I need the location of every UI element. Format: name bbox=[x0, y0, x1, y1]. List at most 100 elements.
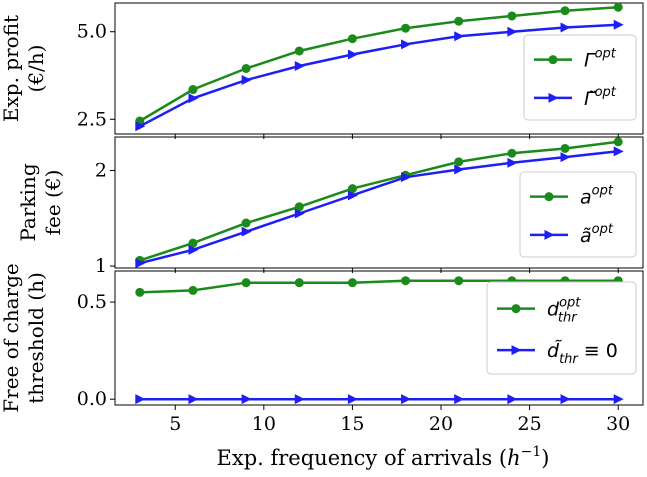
data-point-opt bbox=[135, 287, 145, 297]
data-point-approx bbox=[347, 394, 358, 405]
y-axis-label: fee (€) bbox=[41, 170, 65, 236]
data-point-approx bbox=[560, 394, 571, 405]
legend-label-approx: d̃thr ≡ 0 bbox=[547, 340, 618, 367]
data-point-approx bbox=[188, 93, 199, 104]
y-tick-label: 0.0 bbox=[77, 388, 107, 410]
data-point-opt bbox=[188, 285, 198, 295]
data-point-approx bbox=[401, 39, 412, 50]
legend-marker-opt bbox=[544, 192, 554, 202]
legend-label-sup: opt bbox=[595, 85, 617, 100]
legend-label-base: d̃ bbox=[547, 340, 563, 362]
data-point-opt bbox=[401, 23, 411, 33]
x-axis-label: Exp. frequency of arrivals (h−1) bbox=[217, 444, 550, 470]
data-point-approx bbox=[347, 49, 358, 60]
data-point-approx bbox=[241, 226, 252, 237]
y-axis-label: Free of charge bbox=[0, 263, 23, 412]
data-point-approx bbox=[135, 121, 146, 132]
legend-label-opt: Γopt bbox=[584, 47, 617, 72]
data-point-approx bbox=[401, 172, 412, 183]
panel-frame bbox=[114, 136, 644, 269]
series-line-opt bbox=[139, 140, 619, 262]
data-point-opt bbox=[454, 157, 464, 167]
legend-label-approx: Γ̃opt bbox=[584, 85, 617, 110]
x-axis-label-sup: −1 bbox=[521, 444, 542, 460]
y-tick-label: 2.5 bbox=[77, 108, 107, 130]
series-line-opt bbox=[139, 279, 619, 294]
data-point-opt bbox=[241, 64, 251, 73]
data-point-approx bbox=[347, 190, 358, 201]
data-point-approx bbox=[188, 394, 199, 405]
data-point-approx bbox=[613, 146, 624, 157]
y-tick-label: 2 bbox=[95, 159, 107, 181]
data-point-opt bbox=[347, 184, 357, 194]
legend-label-base: Γ̃ bbox=[584, 88, 597, 110]
legend-marker-approx bbox=[548, 92, 559, 103]
data-point-opt bbox=[613, 137, 623, 147]
panel-threshold: 0.0 0.5 5 10 15 20 25 30 Free of charge threshold… bbox=[0, 263, 644, 435]
data-point-approx bbox=[560, 22, 571, 33]
data-point-opt bbox=[507, 11, 517, 21]
data-point-opt bbox=[188, 238, 198, 248]
legend-marker-opt bbox=[511, 304, 521, 314]
legend-label-sup: opt bbox=[592, 222, 614, 237]
legend-label-sub: thr bbox=[559, 352, 579, 367]
legend-label-opt: dopt thr bbox=[547, 296, 581, 326]
legend-label-sup: opt bbox=[559, 296, 581, 311]
y-axis-label: threshold (h) bbox=[24, 272, 48, 404]
legend-label-base: Γ bbox=[584, 50, 596, 72]
data-point-approx bbox=[560, 152, 571, 163]
data-point-approx bbox=[294, 394, 305, 405]
legend-label-sup: opt bbox=[595, 47, 617, 62]
legend-box bbox=[523, 34, 637, 121]
series-line-approx bbox=[139, 150, 619, 265]
data-point-approx bbox=[613, 394, 624, 405]
legend-marker-opt bbox=[548, 55, 558, 65]
x-tick-label: 30 bbox=[606, 413, 630, 435]
y-tick-label: 0.5 bbox=[77, 291, 107, 313]
x-tick-label: 20 bbox=[429, 413, 453, 435]
legend-label-sup: opt bbox=[592, 184, 614, 199]
x-tick-label: 15 bbox=[340, 413, 364, 435]
y-tick-label: 5.0 bbox=[77, 21, 107, 43]
data-point-approx bbox=[613, 19, 624, 30]
data-point-opt bbox=[613, 2, 623, 12]
data-point-opt bbox=[507, 148, 517, 158]
legend-marker-approx bbox=[544, 229, 555, 240]
data-point-opt bbox=[560, 6, 570, 16]
data-point-approx bbox=[294, 208, 305, 219]
data-point-opt bbox=[294, 202, 304, 212]
data-point-opt bbox=[188, 85, 198, 95]
y-tick-label: 1 bbox=[95, 255, 107, 277]
data-point-opt bbox=[347, 278, 357, 288]
data-point-approx bbox=[241, 75, 252, 86]
legend-label-opt: aopt bbox=[580, 184, 614, 209]
data-point-opt bbox=[454, 16, 464, 26]
legend-label-base: d bbox=[547, 299, 560, 321]
data-point-approx bbox=[454, 394, 465, 405]
data-point-approx bbox=[135, 258, 146, 269]
legend-label-extra: ≡ 0 bbox=[578, 340, 618, 362]
legend-marker-approx bbox=[511, 345, 522, 356]
x-tick-label: 10 bbox=[252, 413, 276, 435]
series-line-opt bbox=[139, 5, 619, 123]
data-point-opt bbox=[241, 218, 251, 228]
data-point-approx bbox=[454, 164, 465, 175]
panel-frame bbox=[114, 2, 644, 135]
data-point-approx bbox=[135, 394, 146, 405]
x-axis-label-close: ) bbox=[541, 446, 549, 470]
x-axis-label-math: h bbox=[507, 446, 521, 470]
y-axis-label: Parking bbox=[16, 163, 40, 241]
legend-box bbox=[519, 171, 637, 258]
series-line-approx bbox=[139, 23, 619, 128]
y-axis-label: Exp. profit bbox=[0, 15, 23, 122]
data-point-opt bbox=[294, 46, 304, 56]
data-point-approx bbox=[507, 157, 518, 168]
data-point-approx bbox=[401, 394, 412, 405]
data-point-approx bbox=[454, 31, 465, 42]
